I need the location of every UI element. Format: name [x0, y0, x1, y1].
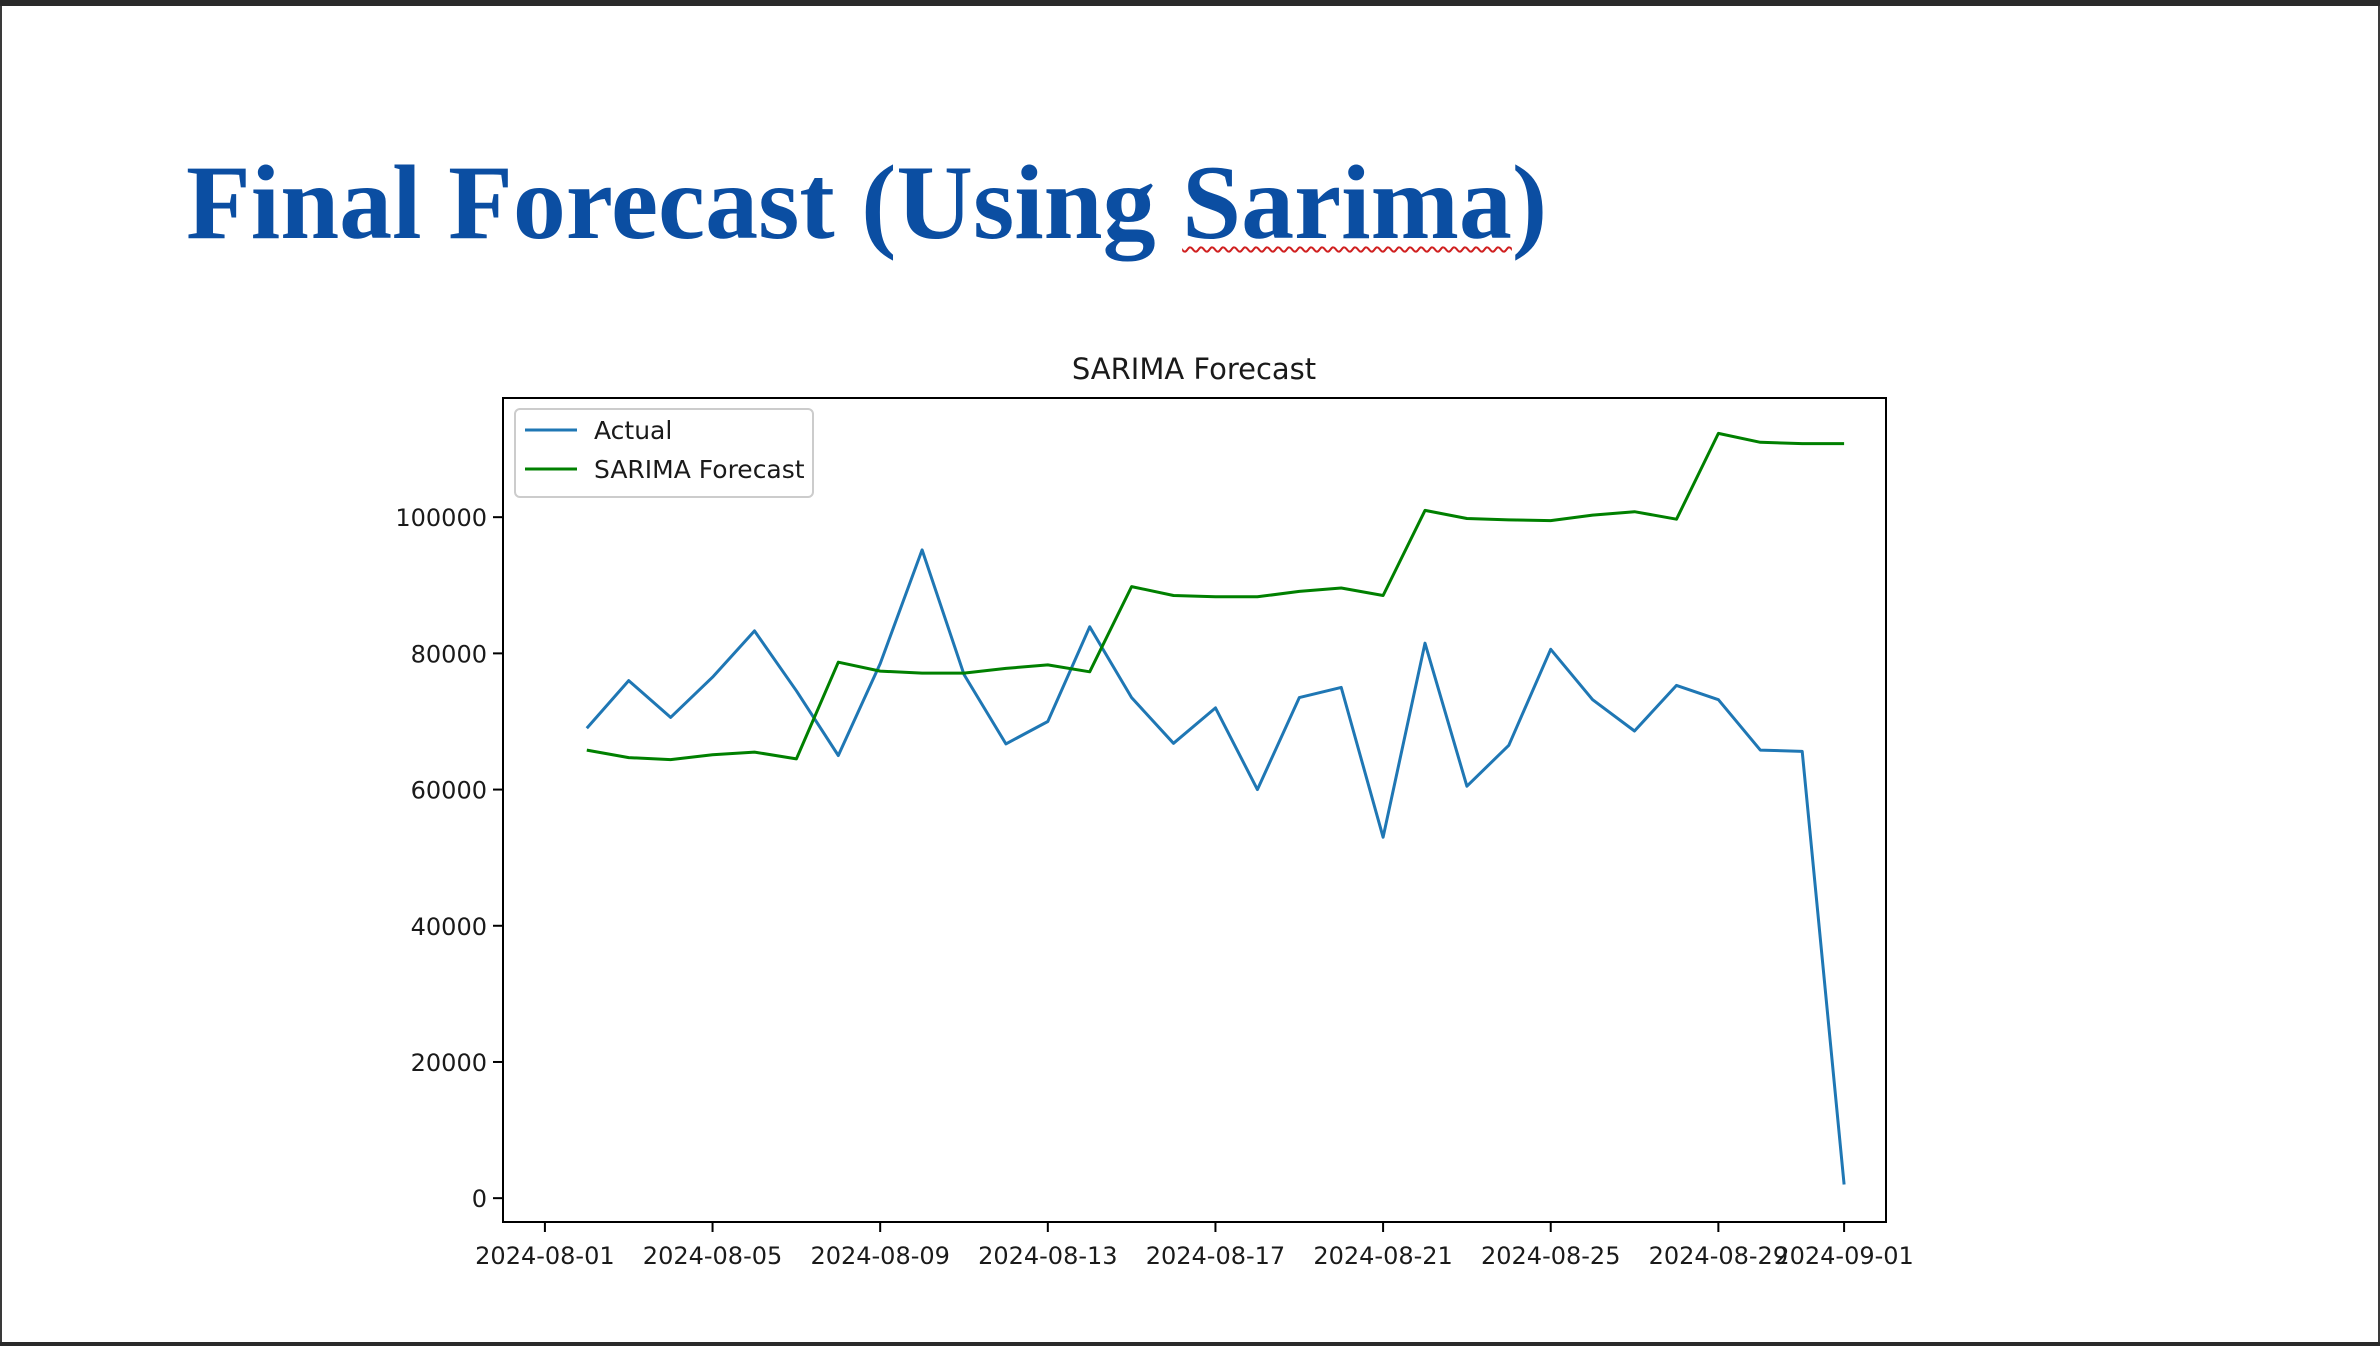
x-tick-label: 2024-08-25: [1481, 1242, 1620, 1270]
y-tick-label: 100000: [395, 504, 487, 532]
series-line-sarima-forecast: [586, 431, 1845, 762]
title-text: Final Forecast (Using: [186, 144, 1183, 261]
y-tick-label: 40000: [411, 913, 487, 941]
x-tick-label: 2024-08-21: [1313, 1242, 1452, 1270]
series-line-actual: [585, 548, 1846, 1185]
title-close: ): [1511, 144, 1548, 261]
x-tick-label: 2024-08-01: [475, 1242, 614, 1270]
x-tick-label: 2024-09-01: [1774, 1242, 1913, 1270]
slide-title: Final Forecast (Using Sarima): [186, 142, 1547, 264]
chart-title: SARIMA Forecast: [1072, 352, 1316, 386]
plot-area: [585, 431, 1846, 1185]
y-tick-label: 60000: [411, 777, 487, 805]
x-tick-label: 2024-08-29: [1649, 1242, 1788, 1270]
x-tick-label: 2024-08-13: [978, 1242, 1117, 1270]
legend-label-actual: Actual: [594, 416, 672, 445]
legend-label-sarima-forecast: SARIMA Forecast: [594, 455, 805, 484]
sarima-forecast-chart: SARIMA Forecast 2024-08-01 2024-08-05 2024…: [395, 352, 1914, 1270]
y-axis: 0 20000 40000 60000 80000 100000: [395, 504, 503, 1213]
y-tick-label: 0: [472, 1185, 487, 1213]
x-tick-label: 2024-08-17: [1146, 1242, 1285, 1270]
x-tick-label: 2024-08-05: [643, 1242, 782, 1270]
x-axis: 2024-08-01 2024-08-05 2024-08-09 2024-08-13…: [475, 1222, 1914, 1270]
legend: Actual SARIMA Forecast: [514, 408, 814, 498]
slide: Final Forecast (Using Sarima) SARIMA For…: [0, 6, 2380, 1342]
axes-frame: [502, 397, 1887, 1223]
legend-box: [514, 408, 814, 498]
y-tick-label: 20000: [411, 1049, 487, 1077]
title-spellcheck-word: Sarima: [1182, 144, 1512, 261]
x-tick-label: 2024-08-09: [810, 1242, 949, 1270]
y-tick-label: 80000: [411, 640, 487, 668]
